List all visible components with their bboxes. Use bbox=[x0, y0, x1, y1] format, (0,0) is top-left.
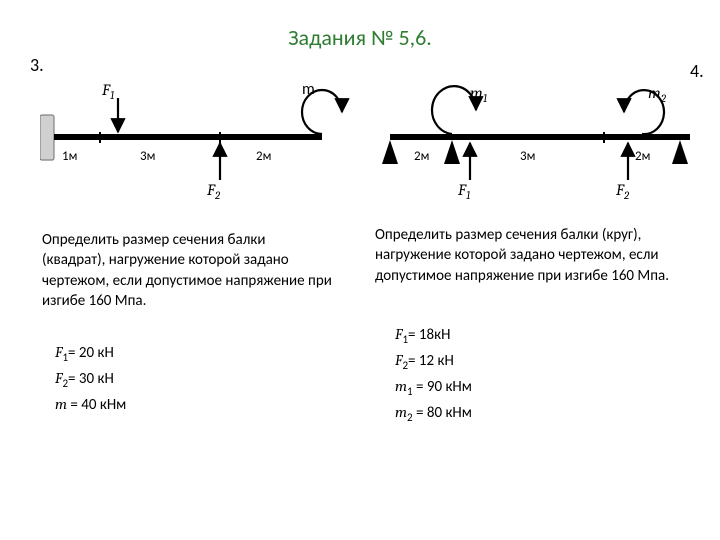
given-line-f1: F1= 18кН bbox=[395, 324, 645, 348]
moment1-label: m1 bbox=[470, 84, 487, 105]
given-line-f2: F2= 30 кН bbox=[55, 368, 305, 392]
support-mid-icon bbox=[444, 140, 460, 164]
moment-label: m bbox=[302, 80, 315, 99]
force2-label: F2 bbox=[615, 181, 630, 200]
given-line-f2: F2= 12 кН bbox=[395, 350, 645, 374]
diagram-problem4: m1 m2 F1 F2 2м 3м 2м bbox=[380, 80, 700, 200]
problem3-text: Определить размер сечения балки (квадрат… bbox=[42, 230, 332, 311]
support-left-icon bbox=[382, 140, 398, 164]
fixed-support-icon bbox=[40, 115, 54, 160]
problem4-given: F1= 18кН F2= 12 кН m1 = 90 кНм m2 = 80 к… bbox=[395, 322, 645, 425]
problem3-number: 3. bbox=[30, 54, 44, 76]
dim3: 2м bbox=[256, 149, 271, 164]
dim2: 3м bbox=[520, 149, 535, 164]
dim2: 3м bbox=[140, 149, 155, 164]
given-line-m: m = 40 кНм bbox=[55, 394, 305, 418]
dim3: 2м bbox=[635, 149, 650, 164]
problem4-text: Определить размер сечения балки (круг), … bbox=[375, 225, 685, 286]
given-line-m2: m2 = 80 кНм bbox=[395, 402, 645, 426]
problem4-number: 4. bbox=[690, 60, 704, 82]
force1-label: F1 bbox=[457, 181, 470, 200]
diagram-problem3: F1 F2 m 1м 3м 2м bbox=[40, 80, 350, 200]
problem3-given: F1= 20 кН F2= 30 кН m = 40 кНм bbox=[55, 340, 305, 418]
force1-label: F1 bbox=[101, 81, 114, 102]
given-line-f1: F1= 20 кН bbox=[55, 342, 305, 366]
dim1: 2м bbox=[414, 149, 429, 164]
given-line-m1: m1 = 90 кНм bbox=[395, 376, 645, 400]
force2-label: F2 bbox=[206, 181, 221, 200]
dim1: 1м bbox=[62, 149, 77, 164]
moment2-label: m2 bbox=[648, 84, 667, 105]
support-right-icon bbox=[672, 140, 688, 164]
page-title: Задания № 5,6. bbox=[0, 24, 720, 51]
